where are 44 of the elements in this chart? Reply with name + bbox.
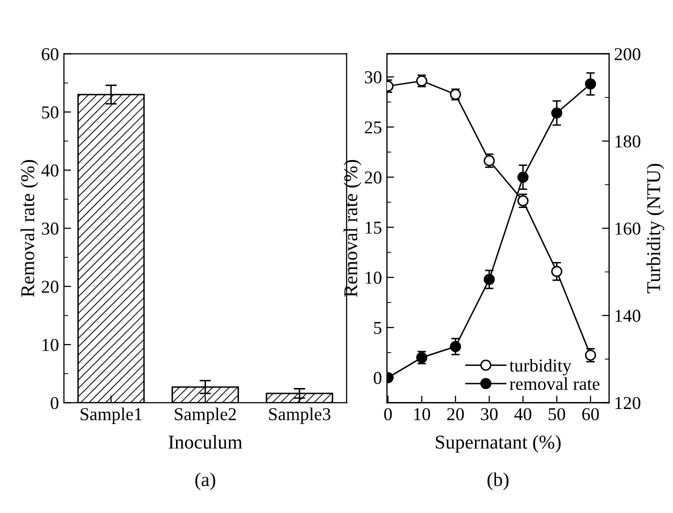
x-tick-label: Sample3 xyxy=(269,408,330,424)
x-tick-label: 40 xyxy=(514,408,532,420)
y-tick-label: 5 xyxy=(374,322,382,334)
y-tick-label: 30 xyxy=(42,222,58,235)
y-tick-label: 25 xyxy=(364,121,382,134)
y-tick-label: 15 xyxy=(366,222,382,234)
y2-tick-label: 180 xyxy=(616,135,640,148)
x-tick-label: 30 xyxy=(481,408,498,420)
point xyxy=(484,274,495,285)
y-axis-title: Removal rate (%) xyxy=(20,160,38,297)
x-tick-label: Sample2 xyxy=(174,408,236,424)
point xyxy=(450,341,462,352)
y2-tick-label: 160 xyxy=(616,222,640,235)
y-tick-label: 10 xyxy=(366,272,382,284)
y-tick-label: 0 xyxy=(374,372,382,384)
x-tick-label: 50 xyxy=(548,408,566,420)
y-tick-label: 10 xyxy=(42,338,58,352)
legend-label: removal rate xyxy=(510,377,600,390)
point xyxy=(551,107,562,119)
y-axis-title: Removal rate (%) xyxy=(344,160,362,297)
y-tick-label: 40 xyxy=(41,164,58,177)
x-tick-label: Sample1 xyxy=(80,408,142,424)
y2-axis-title: Turbidity (NTU) xyxy=(646,164,664,294)
point xyxy=(584,78,596,90)
y-tick-label: 50 xyxy=(42,106,58,118)
point xyxy=(551,266,562,278)
y-tick-label: 20 xyxy=(364,171,382,184)
y-tick-label: 30 xyxy=(364,71,382,84)
y-tick-label: 0 xyxy=(50,396,58,410)
x-tick-label: 0 xyxy=(384,408,392,420)
x-axis-title: Inoculum xyxy=(168,435,242,449)
y-tick-label: 60 xyxy=(42,48,58,60)
legend-label: turbidity xyxy=(509,358,572,376)
x-axis-title: Supernatant (%) xyxy=(436,435,561,453)
y2-tick-label: 140 xyxy=(616,310,640,322)
x-tick-label: 20 xyxy=(447,408,464,420)
y2-tick-label: 200 xyxy=(614,48,640,60)
text: (a) xyxy=(195,472,216,490)
y-tick-label: 20 xyxy=(42,280,58,293)
point xyxy=(517,172,529,183)
y2-tick-label: 120 xyxy=(616,396,640,410)
text: (b) xyxy=(488,472,509,490)
x-tick-label: 60 xyxy=(582,408,599,420)
x-tick-label: 10 xyxy=(414,408,430,420)
